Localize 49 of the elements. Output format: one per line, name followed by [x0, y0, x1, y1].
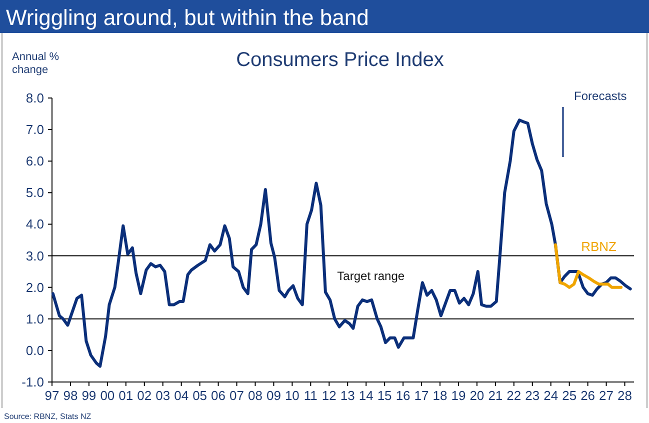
x-tick-label: 12	[322, 388, 336, 403]
x-tick-label: 27	[599, 388, 614, 403]
x-tick-label: 14	[358, 388, 374, 403]
y-tick-label: 0.0	[26, 342, 44, 358]
x-tick-label: 04	[174, 388, 189, 403]
annotation: Forecasts	[574, 89, 627, 103]
y-tick-label: 8.0	[26, 90, 44, 106]
x-tick-label: 21	[488, 388, 503, 403]
x-tick-label: 05	[192, 388, 208, 403]
y-tick-label: 2.0	[26, 280, 44, 295]
y-axis-title: Annual % change	[12, 51, 60, 76]
x-tick-label: 10	[284, 388, 300, 403]
x-tick-label: 11	[304, 388, 318, 403]
x-tick-label: 17	[414, 388, 429, 403]
ref-line-label: Target range	[337, 268, 405, 283]
y-tick-label: 6.0	[26, 154, 44, 169]
x-tick-label: 26	[580, 388, 596, 403]
y-tick-label: 3.0	[26, 248, 44, 264]
x-tick-label: 07	[230, 388, 244, 403]
x-tick-label: 28	[618, 388, 632, 403]
x-tick-label: 02	[137, 388, 152, 403]
x-tick-label: 22	[506, 388, 522, 403]
x-tick-label: 20	[470, 388, 484, 403]
x-tick-label: 24	[544, 388, 558, 403]
y-tick-label: 5.0	[26, 185, 44, 200]
x-tick-label: 99	[82, 388, 96, 403]
x-tick-label: 25	[562, 388, 577, 403]
y-tick-label: 1.0	[26, 311, 44, 326]
y-tick-label: 7.0	[26, 122, 44, 138]
x-tick-label: 01	[118, 388, 134, 403]
x-tick-label: 16	[396, 388, 410, 403]
chart-subtitle: Consumers Price Index	[236, 49, 444, 71]
x-tick-label: 06	[211, 388, 226, 403]
x-tick-label: 15	[377, 388, 392, 403]
x-tick-label: 03	[156, 388, 170, 403]
x-tick-label: 13	[340, 388, 355, 403]
x-tick-label: 09	[266, 388, 281, 403]
x-tick-label: 18	[432, 388, 448, 403]
x-tick-label: 00	[100, 388, 115, 403]
x-tick-label: 97	[44, 388, 60, 403]
chart-title: Wriggling around, but within the band	[6, 5, 369, 30]
x-tick-label: 08	[248, 388, 262, 403]
source-note: Source: RBNZ, Stats NZ	[4, 412, 92, 421]
x-tick-label: 98	[63, 388, 78, 403]
y-tick-label: -1.0	[22, 374, 44, 390]
x-tick-label: 19	[451, 388, 466, 403]
x-tick-label: 23	[525, 388, 540, 403]
y-tick-label: 4.0	[26, 216, 44, 232]
series-label: RBNZ	[581, 239, 617, 254]
